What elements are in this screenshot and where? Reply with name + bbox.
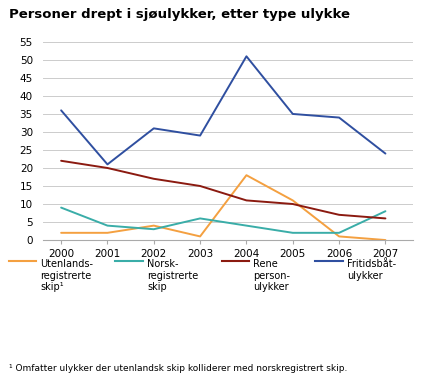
Text: ¹ Omfatter ulykker der utenlandsk skip kolliderer med norskregistrert skip.: ¹ Omfatter ulykker der utenlandsk skip k… (9, 364, 347, 373)
Text: Rene
person-
ulykker: Rene person- ulykker (253, 259, 291, 292)
Text: Norsk-
registrerte
skip: Norsk- registrerte skip (147, 259, 198, 292)
Text: Fritidsbåt-
ulykker: Fritidsbåt- ulykker (347, 259, 396, 281)
Text: Utenlands-
registrerte
skip¹: Utenlands- registrerte skip¹ (40, 259, 93, 292)
Text: Personer drept i sjøulykker, etter type ulykke: Personer drept i sjøulykker, etter type … (9, 8, 349, 21)
